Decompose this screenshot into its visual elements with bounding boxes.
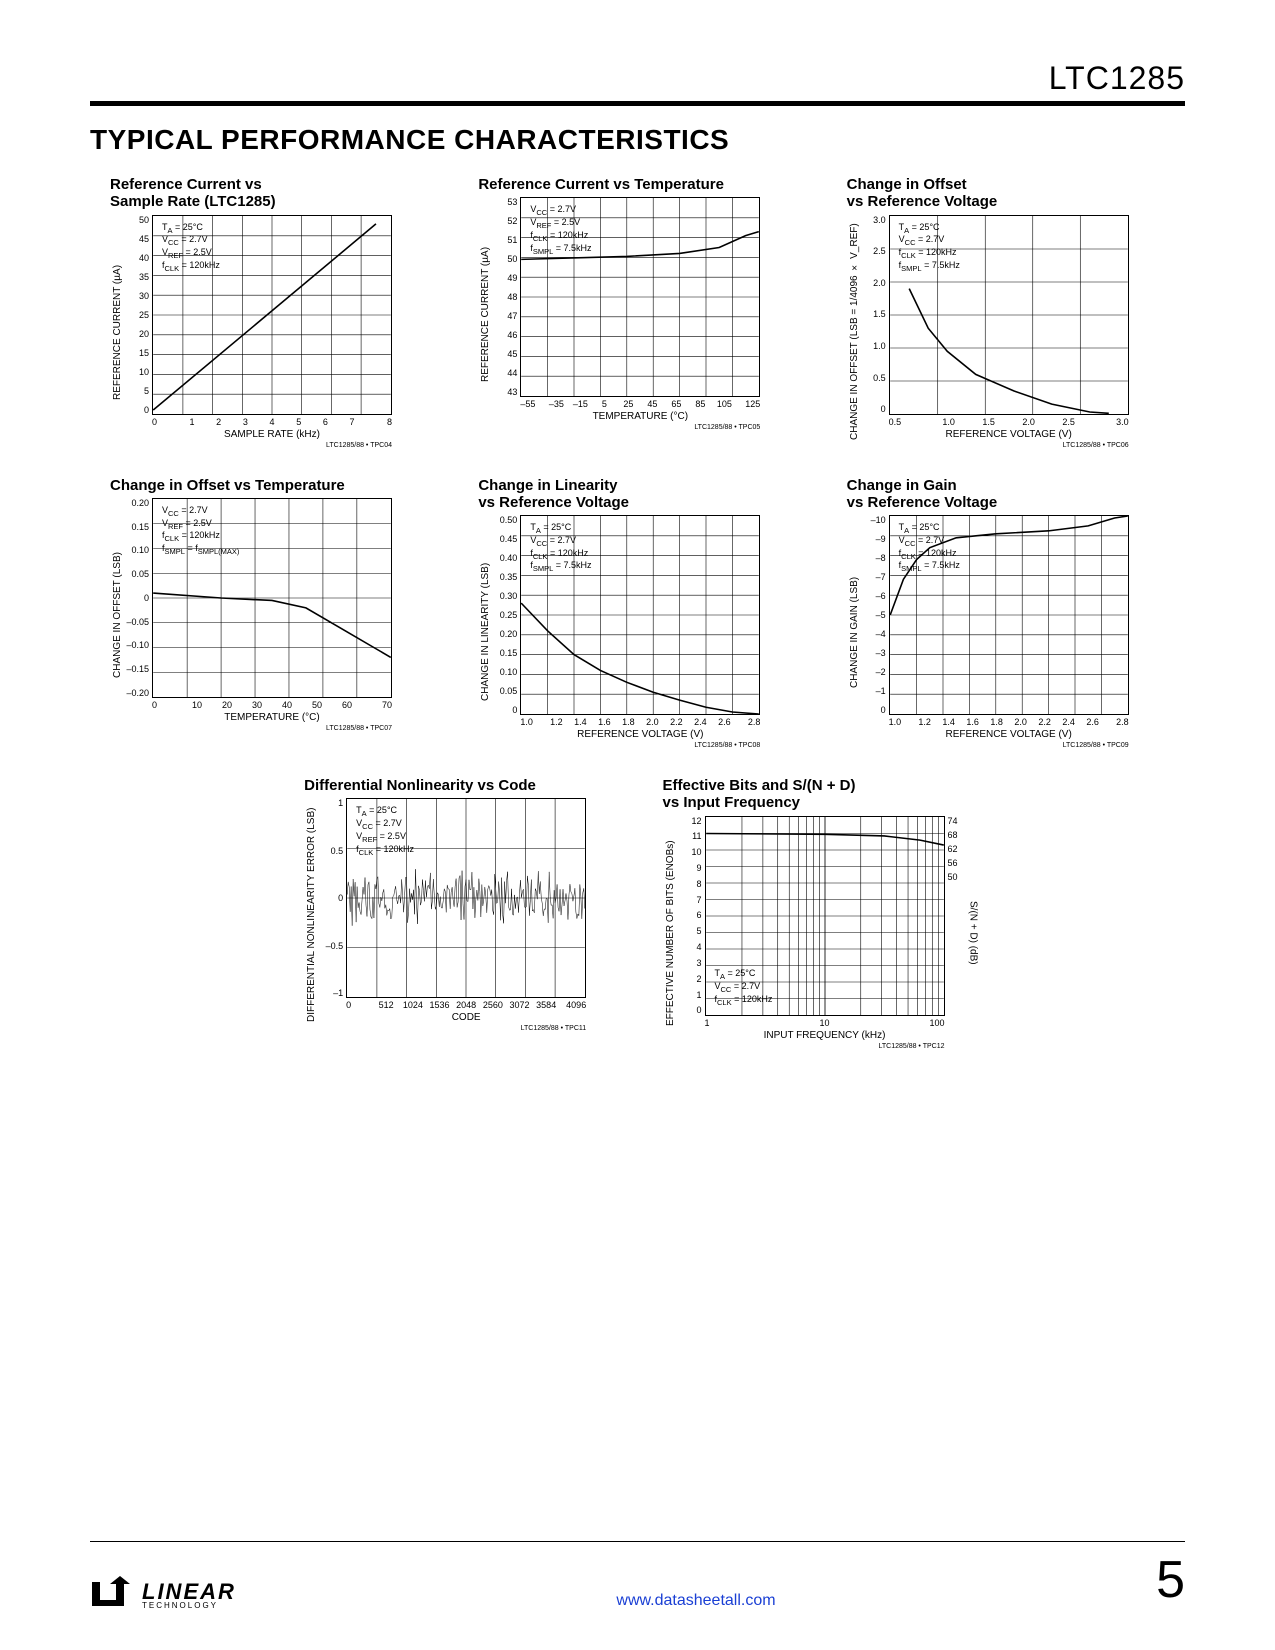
chart-c3: Change in Offsetvs Reference Voltage CHAN… [847, 176, 1185, 449]
y-axis-label: DIFFERENTIAL NONLINEARITY ERROR (LSB) [304, 798, 318, 1032]
y-axis-label: CHANGE IN OFFSET (LSB = 1/4096 × V_REF) [847, 215, 861, 449]
plot-area: VCC = 2.7VVREF = 2.5VfCLK = 120kHzfSMPL … [152, 498, 392, 698]
plot-area: TA = 25°CVCC = 2.7VVREF = 2.5VfCLK = 120… [152, 215, 392, 415]
chart-c8: Effective Bits and S/(N + D)vs Input Fre… [663, 777, 991, 1050]
chart-c1: Reference Current vsSample Rate (LTC1285… [110, 176, 448, 449]
x-ticks: 110100 [705, 1018, 945, 1028]
y-axis-label: REFERENCE CURRENT (µA) [110, 215, 124, 449]
y-axis-label: CHANGE IN GAIN (LSB) [847, 515, 861, 749]
x-axis-label: REFERENCE VOLTAGE (V) [889, 729, 1129, 740]
conditions-box: TA = 25°CVCC = 2.7VVREF = 2.5VfCLK = 120… [159, 220, 223, 275]
x-axis-label: SAMPLE RATE (kHz) [152, 429, 392, 440]
chart-title: Change in Gainvs Reference Voltage [847, 477, 1185, 512]
plot-area: TA = 25°CVCC = 2.7VfCLK = 120kHzfSMPL = … [520, 515, 760, 715]
chart-title: Change in Linearityvs Reference Voltage [478, 477, 816, 512]
chart-title: Reference Current vsSample Rate (LTC1285… [110, 176, 448, 211]
chart-title: Change in Offsetvs Reference Voltage [847, 176, 1185, 211]
conditions-box: VCC = 2.7VVREF = 2.5VfCLK = 120kHzfSMPL … [527, 202, 594, 257]
chart-title: Reference Current vs Temperature [478, 176, 816, 193]
charts-grid-row1: Reference Current vsSample Rate (LTC1285… [110, 176, 1185, 749]
chart-footnote: LTC1285/88 • TPC11 [346, 1025, 586, 1032]
conditions-box: VCC = 2.7VVREF = 2.5VfCLK = 120kHzfSMPL … [159, 503, 242, 558]
y-axis-label: REFERENCE CURRENT (µA) [478, 197, 492, 431]
plot-area: TA = 25°CVCC = 2.7VfCLK = 120kHzfSMPL = … [889, 515, 1129, 715]
y-ticks: 1211109876543210 [677, 816, 705, 1016]
chart-c7: Differential Nonlinearity vs Code DIFFERE… [304, 777, 632, 1050]
x-ticks: –55–35–15525456585105125 [520, 399, 760, 409]
x-axis-label: TEMPERATURE (°C) [152, 712, 392, 723]
y-right-label: S/(N + D) (dB) [965, 816, 979, 1050]
chart-c4: Change in Offset vs Temperature CHANGE IN… [110, 477, 448, 750]
top-rule [90, 101, 1185, 106]
x-ticks: 1.01.21.41.61.82.02.22.42.62.8 [520, 717, 760, 727]
y-ticks: –10–9–8–7–6–5–4–3–2–10 [861, 515, 889, 715]
chart-footnote: LTC1285/88 • TPC07 [152, 725, 392, 732]
y-ticks: 0.500.450.400.350.300.250.200.150.100.05… [492, 515, 520, 715]
x-ticks: 1.01.21.41.61.82.02.22.42.62.8 [889, 717, 1129, 727]
plot-area: TA = 25°CVCC = 2.7VfCLK = 120kHz [705, 816, 945, 1016]
x-axis-label: CODE [346, 1012, 586, 1023]
x-axis-label: REFERENCE VOLTAGE (V) [889, 429, 1129, 440]
conditions-box: TA = 25°CVCC = 2.7VVREF = 2.5VfCLK = 120… [353, 803, 417, 858]
y-ticks: 50454035302520151050 [124, 215, 152, 415]
y-axis-label: CHANGE IN OFFSET (LSB) [110, 498, 124, 732]
x-axis-label: REFERENCE VOLTAGE (V) [520, 729, 760, 740]
brand-name: LINEAR [142, 1583, 236, 1601]
chart-title: Change in Offset vs Temperature [110, 477, 448, 494]
chart-footnote: LTC1285/88 • TPC05 [520, 424, 760, 431]
y-ticks: 0.200.150.100.050–0.05–0.10–0.15–0.20 [124, 498, 152, 698]
conditions-box: TA = 25°CVCC = 2.7VfCLK = 120kHz [712, 966, 776, 1008]
x-ticks: 05121024153620482560307235844096 [346, 1000, 586, 1010]
y-axis-label: EFFECTIVE NUMBER OF BITS (ENOBs) [663, 816, 677, 1050]
y-right-ticks: 7468625650 [945, 816, 965, 1016]
chart-footnote: LTC1285/88 • TPC12 [705, 1043, 945, 1050]
lt-logo-icon [90, 1576, 136, 1610]
linear-tech-logo: LINEAR TECHNOLOGY [90, 1576, 236, 1610]
chart-title: Effective Bits and S/(N + D)vs Input Fre… [663, 777, 991, 812]
chart-footnote: LTC1285/88 • TPC06 [889, 442, 1129, 449]
page-number: 5 [1156, 1550, 1185, 1610]
chart-c5: Change in Linearityvs Reference VoltageC… [478, 477, 816, 750]
y-axis-label: CHANGE IN LINEARITY (LSB) [478, 515, 492, 749]
chart-title: Differential Nonlinearity vs Code [304, 777, 632, 794]
section-title: TYPICAL PERFORMANCE CHARACTERISTICS [90, 124, 1185, 156]
footer: LINEAR TECHNOLOGY www.datasheetall.com 5 [90, 1541, 1185, 1610]
plot-area: TA = 25°CVCC = 2.7VVREF = 2.5VfCLK = 120… [346, 798, 586, 998]
chart-c6: Change in Gainvs Reference Voltage CHANGE… [847, 477, 1185, 750]
x-ticks: 010203040506070 [152, 700, 392, 710]
chart-footnote: LTC1285/88 • TPC04 [152, 442, 392, 449]
conditions-box: TA = 25°CVCC = 2.7VfCLK = 120kHzfSMPL = … [896, 520, 963, 575]
chart-c2: Reference Current vs Temperature REFERENC… [478, 176, 816, 449]
x-ticks: 0.51.01.52.02.53.0 [889, 417, 1129, 427]
part-number: LTC1285 [90, 60, 1185, 97]
conditions-box: TA = 25°CVCC = 2.7VfCLK = 120kHzfSMPL = … [896, 220, 963, 275]
y-ticks: 5352515049484746454443 [492, 197, 520, 397]
y-ticks: 3.02.52.01.51.00.50 [861, 215, 889, 415]
x-ticks: 012345678 [152, 417, 392, 427]
plot-area: VCC = 2.7VVREF = 2.5VfCLK = 120kHzfSMPL … [520, 197, 760, 397]
x-axis-label: TEMPERATURE (°C) [520, 411, 760, 422]
chart-footnote: LTC1285/88 • TPC09 [889, 742, 1129, 749]
charts-grid-row2: Differential Nonlinearity vs Code DIFFERE… [110, 777, 1185, 1050]
x-axis-label: INPUT FREQUENCY (kHz) [705, 1030, 945, 1041]
footer-url[interactable]: www.datasheetall.com [616, 1592, 775, 1610]
chart-footnote: LTC1285/88 • TPC08 [520, 742, 760, 749]
plot-area: TA = 25°CVCC = 2.7VfCLK = 120kHzfSMPL = … [889, 215, 1129, 415]
y-ticks: 10.50–0.5–1 [318, 798, 346, 998]
conditions-box: TA = 25°CVCC = 2.7VfCLK = 120kHzfSMPL = … [527, 520, 594, 575]
